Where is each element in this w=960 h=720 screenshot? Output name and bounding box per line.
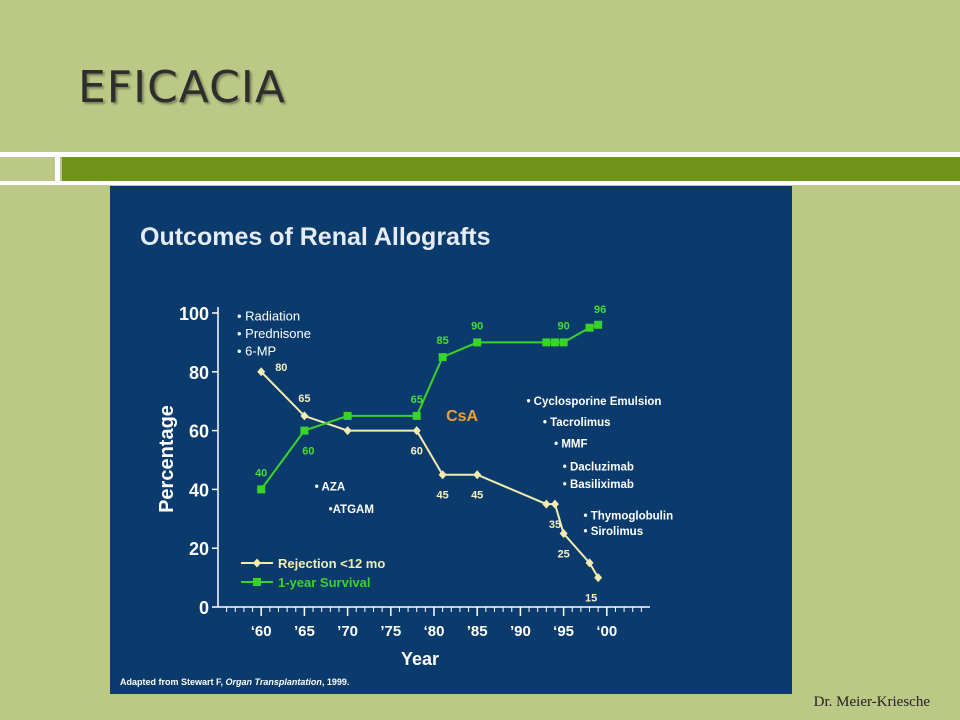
survival-data-label: 65 xyxy=(411,394,423,406)
rejection-point xyxy=(412,426,421,436)
header-rule-top xyxy=(0,152,960,157)
survival-data-label: 85 xyxy=(437,335,449,347)
survival-point xyxy=(412,411,421,420)
source-note: Adapted from Stewart F, Organ Transplant… xyxy=(120,677,349,687)
survival-point xyxy=(585,323,594,332)
therapy-note: • Basiliximab xyxy=(563,479,634,491)
x-axis-label: Year xyxy=(401,649,439,669)
y-tick-label: 100 xyxy=(179,304,209,324)
x-tick-label: ‘00 xyxy=(596,623,617,640)
rejection-data-label: 45 xyxy=(437,490,449,502)
therapy-note: • Radiation xyxy=(237,308,300,323)
rejection-data-label: 60 xyxy=(411,446,423,458)
survival-data-label: 90 xyxy=(557,320,569,332)
rejection-data-label: 45 xyxy=(471,490,483,502)
legend-marker-survival xyxy=(253,578,261,586)
annotations: • Radiation • Prednisone • 6-MP CsA • AZA •AT… xyxy=(237,308,673,538)
y-tick-label: 80 xyxy=(189,363,209,383)
rejection-point xyxy=(438,470,447,480)
rejection-point xyxy=(594,573,603,583)
x-tick-label: ’70 xyxy=(337,623,358,640)
rejection-point xyxy=(343,426,352,436)
y-tick-label: 40 xyxy=(189,480,209,500)
legend-label-survival: 1-year Survival xyxy=(278,575,371,590)
x-tick-label: ’85 xyxy=(467,623,488,640)
x-tick-label: ‘60 xyxy=(251,623,272,640)
y-tick-label: 20 xyxy=(189,539,209,559)
survival-point xyxy=(438,353,447,362)
survival-point xyxy=(594,320,603,329)
survival-point xyxy=(542,338,551,347)
rejection-point xyxy=(550,499,559,509)
survival-point xyxy=(473,338,482,347)
survival-data-label: 60 xyxy=(302,446,314,458)
survival-point xyxy=(257,485,266,494)
rejection-point xyxy=(300,411,309,421)
rejection-data-label: 80 xyxy=(275,362,287,374)
header-accent-bar xyxy=(62,157,960,181)
header-rule-bottom xyxy=(0,181,960,185)
therapy-note: • Sirolimus xyxy=(583,526,643,538)
therapy-note: • Cyclosporine Emulsion xyxy=(526,396,661,408)
series-lines xyxy=(257,320,603,583)
therapy-note: • MMF xyxy=(554,438,587,450)
survival-point xyxy=(559,338,568,347)
rejection-point xyxy=(559,529,568,538)
y-axis-label: Percentage xyxy=(156,405,178,513)
outcomes-chart: Outcomes of Renal Allografts 0 20 40 60 80 10… xyxy=(120,223,673,687)
rejection-point xyxy=(257,367,266,377)
rejection-data-label: 15 xyxy=(585,593,597,605)
x-tick-label: ‘95 xyxy=(553,623,574,640)
y-tick-label: 0 xyxy=(199,598,209,618)
therapy-note: • Thymoglobulin xyxy=(583,510,673,522)
legend-marker-rejection xyxy=(253,558,261,568)
therapy-note: • Tacrolimus xyxy=(543,417,611,429)
therapy-note: • Prednisone xyxy=(237,326,311,341)
x-tick-label: ’65 xyxy=(294,623,315,640)
chart-title: Outcomes of Renal Allografts xyxy=(140,223,491,251)
rejection-data-label: 25 xyxy=(557,549,569,561)
survival-point xyxy=(343,411,352,420)
rejection-data-label: 35 xyxy=(549,519,561,531)
y-tick-label: 60 xyxy=(189,422,209,442)
survival-point xyxy=(300,426,309,435)
rejection-data-label: 65 xyxy=(298,393,310,405)
axes: 0 20 40 60 80 100 ‘60 ’65 ’70 ’75 ‘80 ’85 ’90 ‘95 ‘00 Y… xyxy=(156,304,650,669)
x-tick-label: ‘80 xyxy=(424,623,445,640)
rejection-point xyxy=(585,558,594,568)
x-tick-label: ’75 xyxy=(380,623,401,640)
therapy-note: •ATGAM xyxy=(329,504,374,516)
survival-data-label: 90 xyxy=(471,320,483,332)
data-labels: 80 65 60 45 45 35 25 15 40 60 65 85 90 90 96 xyxy=(255,304,606,605)
slide-title: EFICACIA xyxy=(78,62,286,113)
chart-panel: Outcomes of Renal Allografts 0 20 40 60 80 10… xyxy=(110,186,792,694)
legend-label-rejection: Rejection <12 mo xyxy=(278,556,385,571)
x-tick-label: ’90 xyxy=(510,623,531,640)
survival-data-label: 40 xyxy=(255,467,267,479)
rejection-point xyxy=(473,470,482,480)
therapy-note: • AZA xyxy=(315,481,345,493)
csa-annotation: CsA xyxy=(446,408,478,425)
chart-legend: Rejection <12 mo 1-year Survival xyxy=(241,556,385,590)
slide-credit: Dr. Meier-Kriesche xyxy=(813,694,930,710)
survival-data-label: 96 xyxy=(594,304,606,316)
header-rule-divider xyxy=(55,157,60,181)
survival-point xyxy=(550,338,559,347)
therapy-note: • Dacluzimab xyxy=(563,461,634,473)
therapy-note: • 6-MP xyxy=(237,344,276,359)
rejection-point xyxy=(542,499,551,509)
